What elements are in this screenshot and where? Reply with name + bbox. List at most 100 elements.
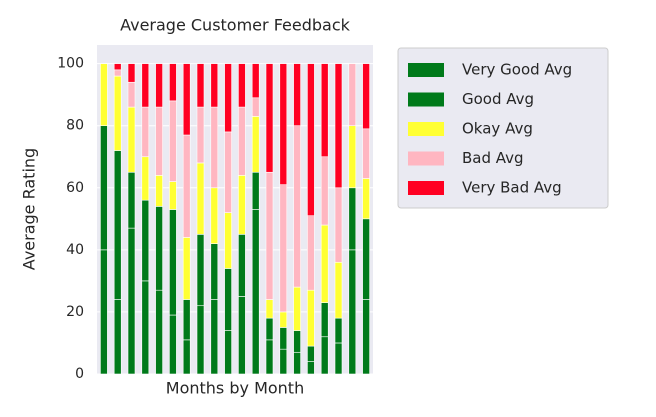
bar-segment [169,314,177,375]
bar-segment [238,175,246,235]
bar-segment [238,296,246,375]
bar-segment [127,63,136,83]
bar-segment [251,116,260,173]
bar-segment [348,187,357,251]
bar-segment [320,336,329,375]
bar-segment [113,69,122,77]
legend [397,47,609,209]
bar-segment [196,162,205,235]
bar-segment [348,63,357,126]
legend-label: Bad Avg [462,149,524,167]
plot-area [97,45,373,374]
bar-segment [238,234,246,297]
bar-segment [293,330,301,353]
legend-swatch [408,92,444,107]
chart-title: Average Customer Feedback [120,16,351,35]
bar-segment [155,63,163,108]
bar-segment [224,330,232,375]
bar-segment [362,299,370,375]
bar-segment [362,218,370,300]
bar-segment [100,63,108,126]
bar-segment [224,63,232,133]
bar-segment [141,156,150,201]
bar-segment [279,311,288,328]
bar-segment [238,106,246,176]
bar-segment [279,348,288,375]
bar-segment [307,345,315,362]
bar-segment [210,187,219,244]
x-axis-label: Months by Month [166,379,304,398]
bar-segment [279,63,288,185]
legend-swatch [408,181,444,195]
bar-segment [265,339,274,375]
bar-segment [182,339,191,375]
bar-segment [279,184,288,313]
bar-segment [251,97,260,117]
bar-segment [100,125,108,251]
legend-label: Okay Avg [462,120,533,138]
legend-swatch [408,63,444,77]
bar-segment [362,63,370,130]
bar-segment [320,224,329,303]
bar-segment [169,209,177,316]
legend-label: Very Bad Avg [462,179,562,197]
bar-segment [127,106,136,173]
y-tick-label: 100 [57,56,84,72]
bar-segment [265,317,274,341]
bar-segment [141,280,150,375]
bar-segment [182,134,191,238]
bar-segment [251,63,260,99]
bar-segment [210,299,219,375]
bar-segment [348,249,357,375]
bar-segment [210,63,219,108]
bar-segment [127,171,136,229]
bar-segment [307,63,315,217]
bar-segment [127,227,136,375]
bar-segment [210,106,219,189]
bar-segment [307,289,315,347]
bar-segment [224,131,232,213]
bar-segment [155,106,163,176]
bar-segment [155,175,163,207]
y-tick-label: 60 [66,180,84,196]
bar-segment [141,63,150,108]
bar-segment [196,234,205,307]
bar-segment [169,181,177,210]
y-tick-label: 20 [66,304,84,320]
legend-label: Good Avg [462,90,534,108]
bar-segment [334,261,343,319]
bar-segment [224,268,232,331]
bar-segment [113,75,122,151]
bar-segment [334,317,343,344]
y-axis-label: Average Rating [20,148,39,270]
bar-segment [307,361,315,375]
bar-segment [265,63,274,173]
bar-segment [169,100,177,182]
bar-segment [155,289,163,375]
bar-segment [196,106,205,164]
bar-segment [334,63,343,189]
bar-segment [127,81,136,108]
bar-segment [320,63,329,158]
bar-segment [293,125,301,288]
bar-segment [196,63,205,108]
bar-segment [238,63,246,108]
bar-segment [141,106,150,158]
bar-segment [293,286,301,331]
y-tick-label: 0 [75,366,84,382]
bar-segment [362,178,370,220]
bar-segment [307,215,315,291]
bar-segment [320,302,329,338]
legend-label: Very Good Avg [462,61,572,79]
bar-segment [155,206,163,291]
y-tick-label: 80 [66,118,84,134]
bar-segment [182,299,191,341]
bar-segment [113,63,122,71]
bar-segment [141,199,150,282]
legend-swatch [408,151,444,166]
bar-segment [334,187,343,263]
y-tick-label: 40 [66,242,84,258]
bar-segment [320,156,329,226]
bar-segment [100,249,108,375]
